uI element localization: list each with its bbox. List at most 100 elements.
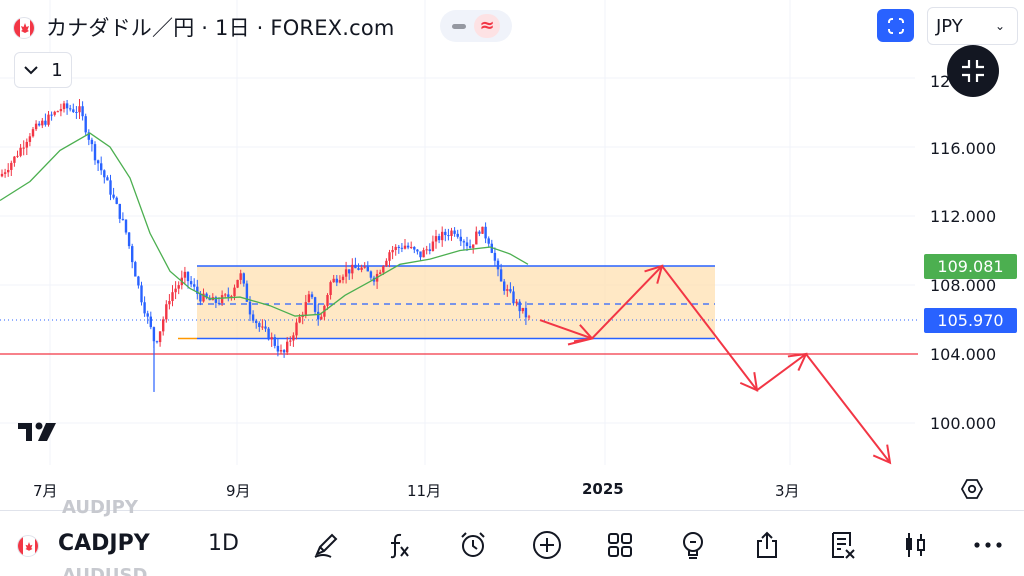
prev-symbol-ghost: AUDJPY	[62, 497, 138, 518]
candle-body	[459, 236, 462, 242]
expand-icon	[885, 15, 906, 36]
time-axis-label: 11月	[407, 482, 442, 500]
candle-body	[90, 139, 94, 145]
status-pill[interactable]: ≈	[440, 10, 512, 42]
candle-body	[50, 114, 53, 116]
canada-flag-icon	[13, 17, 35, 39]
candle-body	[506, 289, 509, 291]
candle-body	[230, 296, 233, 298]
candle-body	[276, 345, 280, 352]
time-axis-label: 2025	[582, 480, 624, 498]
candle-body	[149, 316, 152, 328]
grid-icon[interactable]	[602, 527, 638, 563]
candle-body	[69, 108, 72, 110]
candle-body	[28, 136, 32, 142]
more-icon[interactable]	[970, 527, 1006, 563]
candle-body	[13, 156, 16, 163]
candle-body	[224, 294, 227, 296]
candle-body	[394, 246, 397, 250]
news-icon[interactable]	[825, 527, 861, 563]
candle-body	[515, 301, 518, 304]
candle-body	[75, 111, 78, 113]
interval-toggle[interactable]: 1	[14, 52, 72, 88]
candle-body	[143, 302, 146, 314]
candle-body	[279, 350, 283, 352]
candle-body	[16, 155, 19, 157]
candle-body	[78, 106, 81, 113]
forecast-arrowhead	[644, 264, 664, 284]
candle-body	[103, 170, 106, 178]
collapse-button[interactable]	[947, 45, 999, 97]
candle-body	[406, 245, 410, 248]
candle-body	[242, 273, 245, 284]
price-axis-label: 104.000	[930, 345, 997, 364]
candles-icon[interactable]	[897, 527, 933, 563]
candle-body	[10, 162, 13, 170]
function-icon[interactable]	[380, 527, 416, 563]
candle-body	[332, 278, 335, 283]
candle-body	[53, 111, 56, 115]
candle-body	[357, 268, 360, 270]
candle-body	[475, 231, 478, 245]
candle-body	[56, 111, 59, 113]
ma-price-tag: 109.081	[924, 254, 1017, 279]
candle-body	[329, 282, 332, 296]
candle-body	[189, 281, 193, 285]
candle-body	[341, 276, 345, 281]
candle-body	[214, 297, 218, 303]
candle-body	[155, 341, 159, 343]
price-chart[interactable]	[0, 0, 1024, 505]
candle-body	[317, 311, 320, 320]
fullscreen-button[interactable]	[877, 9, 914, 42]
candle-body	[487, 238, 490, 244]
interval-button[interactable]: 1D	[208, 531, 239, 556]
candle-body	[437, 236, 441, 241]
canada-japan-flag-icon	[17, 535, 39, 557]
share-icon[interactable]	[749, 527, 785, 563]
candle-body	[47, 114, 50, 125]
candle-body	[162, 319, 165, 332]
plus-circle-icon[interactable]	[529, 527, 565, 563]
candle-body	[472, 244, 475, 248]
candle-body	[450, 230, 453, 236]
pen-icon[interactable]	[308, 527, 344, 563]
alarm-icon[interactable]	[455, 527, 491, 563]
candle-body	[400, 247, 404, 249]
candle-body	[186, 271, 190, 282]
symbol-title[interactable]: カナダドル／円 · 1日 · FOREX.com	[46, 16, 395, 40]
candle-body	[403, 245, 407, 249]
candle-body	[59, 109, 63, 112]
candle-body	[22, 147, 25, 149]
candle-body	[338, 280, 342, 283]
candle-body	[292, 335, 295, 341]
candle-body	[527, 316, 531, 318]
chevron-down-icon	[24, 66, 38, 75]
price-axis-label: 116.000	[930, 139, 997, 158]
candle-body	[245, 283, 249, 302]
currency-select[interactable]: JPY ⌄	[927, 7, 1018, 45]
candle-body	[44, 120, 47, 125]
candle-body	[503, 281, 506, 291]
symbol-button[interactable]: CADJPY	[58, 531, 150, 556]
candle-body	[422, 250, 425, 258]
candle-body	[38, 123, 41, 126]
candle-body	[168, 301, 171, 305]
candle-body	[217, 302, 221, 304]
candle-body	[7, 169, 10, 173]
candle-body	[25, 141, 28, 148]
candle-body	[65, 103, 69, 109]
candle-body	[419, 251, 422, 258]
candle-body	[425, 249, 428, 251]
lightbulb-icon[interactable]	[675, 527, 711, 563]
candle-body	[366, 266, 369, 272]
candle-body	[447, 235, 450, 237]
candle-body	[444, 231, 447, 236]
candle-body	[416, 249, 419, 252]
chart-area[interactable]: カナダドル／円 · 1日 · FOREX.com ≈ JPY ⌄ 1 120.0…	[0, 0, 1024, 505]
next-symbol-ghost: AUDUSD	[62, 565, 148, 576]
candle-body	[453, 230, 456, 234]
candle-body	[468, 246, 472, 248]
candle-body	[264, 326, 267, 329]
chart-settings-icon[interactable]	[960, 477, 984, 501]
candle-body	[31, 129, 35, 137]
